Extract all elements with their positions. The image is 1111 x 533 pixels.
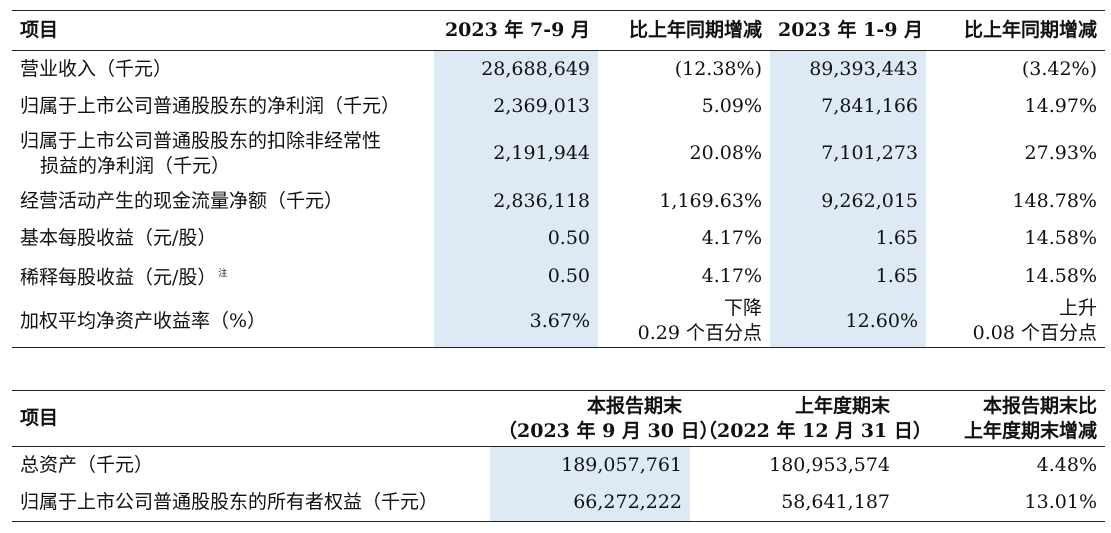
row-label: 稀释每股收益（元/股）注 — [12, 258, 434, 296]
table-row: 经营活动产生的现金流量净额（千元） 2,836,118 1,169.63% 9,… — [12, 183, 1105, 220]
q3-change-line1: 下降 — [723, 297, 762, 320]
row-label: 营业收入（千元） — [20, 58, 173, 81]
table-row: 归属于上市公司普通股股东的扣除非经常性 损益的净利润（千元） 2,191,944… — [12, 123, 1105, 184]
table-row: 稀释每股收益（元/股）注 0.50 4.17% 1.65 14.58% — [12, 257, 1105, 296]
q3-change-value: 1,169.63% — [659, 190, 762, 212]
quarterly-metrics-table: 项目 2023 年 7-9 月 比上年同期增减 2023 年 1-9 月 比上年… — [12, 10, 1105, 348]
q3-value: 28,688,649 — [434, 50, 598, 89]
row-label: 加权平均净资产收益率（%） — [20, 309, 267, 332]
change-value: 13.01% — [1024, 490, 1097, 513]
ytd-change-line1: 上升 — [1058, 297, 1097, 320]
header-current-line2: （2023 年 9 月 30 日） — [498, 419, 719, 442]
q3-change-value: 5.09% — [701, 94, 762, 117]
row-label-line1: 归属于上市公司普通股股东的扣除非经常性 — [20, 129, 382, 152]
ytd-change-value: 14.97% — [1024, 94, 1097, 117]
q3-change-value: 4.17% — [701, 227, 762, 249]
ytd-value: 9,262,015 — [770, 183, 926, 220]
ytd-value: 12.60% — [770, 295, 926, 348]
footnote-marker: 注 — [218, 269, 228, 280]
ytd-value: 1.65 — [770, 257, 926, 296]
ytd-value: 7,841,166 — [770, 88, 926, 124]
q3-change-line2: 0.29 个百分点 — [637, 322, 762, 345]
q3-change-value: 4.17% — [701, 265, 762, 287]
current-value: 66,272,222 — [490, 483, 690, 522]
ytd-change-line2: 0.08 个百分点 — [972, 322, 1097, 345]
table-header-row: 项目 本报告期末 （2023 年 9 月 30 日） 上年度期末 （2022 年… — [12, 391, 1105, 447]
change-value: 4.48% — [1036, 453, 1097, 476]
ytd-change-value: 14.58% — [1024, 227, 1097, 249]
row-label: 经营活动产生的现金流量净额（千元） — [20, 190, 344, 212]
header-prior-line1: 上年度期末 — [794, 394, 890, 417]
table-row: 营业收入（千元） 28,688,649 (12.38%) 89,393,443 … — [12, 50, 1105, 89]
current-value: 189,057,761 — [490, 446, 690, 484]
header-current-period: 本报告期末 （2023 年 9 月 30 日） — [490, 391, 719, 447]
prior-value: 180,953,574 — [769, 453, 890, 476]
header-q3: 2023 年 7-9 月 — [444, 19, 590, 41]
q3-change-value: 20.08% — [689, 142, 762, 164]
header-item: 项目 — [20, 407, 59, 429]
q3-value: 2,836,118 — [434, 183, 598, 220]
row-label-text: 稀释每股收益（元/股） — [20, 266, 217, 289]
table-row: 总资产（千元） 189,057,761 180,953,574 4.48% — [12, 446, 1105, 484]
row-label: 归属于上市公司普通股股东的扣除非经常性 损益的净利润（千元） — [12, 124, 434, 184]
q3-value: 2,191,944 — [434, 123, 598, 184]
header-item: 项目 — [20, 19, 59, 41]
ytd-value: 7,101,273 — [770, 123, 926, 184]
header-ytd: 2023 年 1-9 月 — [778, 19, 924, 41]
table-row: 加权平均净资产收益率（%） 3.67% 下降 0.29 个百分点 12.60% … — [12, 295, 1105, 348]
header-prior-period: 上年度期末 （2022 年 12 月 31 日） — [690, 391, 932, 447]
table-row: 归属于上市公司普通股股东的净利润（千元） 2,369,013 5.09% 7,8… — [12, 88, 1105, 124]
ytd-change-value: 14.58% — [1024, 265, 1097, 287]
header-ytd-change: 比上年同期增减 — [963, 19, 1097, 41]
q3-value: 2,369,013 — [434, 88, 598, 124]
q3-value: 3.67% — [434, 295, 598, 348]
row-label: 总资产（千元） — [20, 453, 154, 476]
q3-value: 0.50 — [434, 257, 598, 296]
header-q3-change: 比上年同期增减 — [628, 19, 762, 41]
ytd-value: 1.65 — [770, 219, 926, 258]
row-label: 归属于上市公司普通股股东的净利润（千元） — [20, 94, 401, 117]
ytd-value: 89,393,443 — [770, 50, 926, 89]
header-change: 本报告期末比 上年度期末增减 — [898, 391, 1105, 447]
row-label-line2: 损益的净利润（千元） — [40, 154, 231, 177]
header-change-line2: 上年度期末增减 — [963, 419, 1097, 442]
header-change-line1: 本报告期末比 — [982, 394, 1097, 417]
ytd-change-value: 上升 0.08 个百分点 — [926, 296, 1105, 348]
row-label: 基本每股收益（元/股） — [20, 227, 217, 249]
prior-value: 58,641,187 — [781, 490, 890, 513]
header-current-line1: 本报告期末 — [586, 394, 682, 417]
q3-change-value: 下降 0.29 个百分点 — [598, 296, 770, 348]
balance-sheet-table: 项目 本报告期末 （2023 年 9 月 30 日） 上年度期末 （2022 年… — [12, 390, 1105, 522]
table-row: 基本每股收益（元/股） 0.50 4.17% 1.65 14.58% — [12, 219, 1105, 258]
header-prior-line2: （2022 年 12 月 31 日） — [698, 419, 932, 442]
ytd-change-value: 27.93% — [1024, 142, 1097, 164]
table-row: 归属于上市公司普通股股东的所有者权益（千元） 66,272,222 58,641… — [12, 483, 1105, 522]
table-header-row: 项目 2023 年 7-9 月 比上年同期增减 2023 年 1-9 月 比上年… — [12, 11, 1105, 51]
ytd-change-value: (3.42%) — [1021, 58, 1097, 81]
ytd-change-value: 148.78% — [1012, 190, 1097, 212]
q3-change-value: (12.38%) — [674, 58, 762, 81]
q3-value: 0.50 — [434, 219, 598, 258]
row-label: 归属于上市公司普通股股东的所有者权益（千元） — [20, 490, 439, 513]
